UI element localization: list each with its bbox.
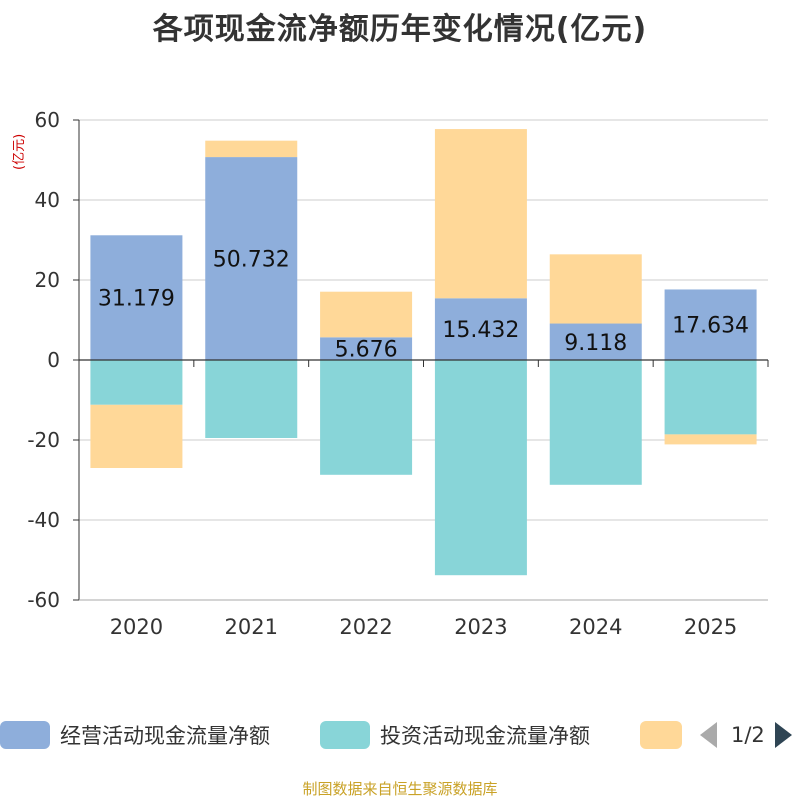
bar-chart: -60 -40 -20 0 20 40 60 2020 2021 2022 2023 2024 2025…: [27, 108, 769, 639]
x-tick-label-2025: 2025: [684, 615, 737, 639]
data-labels-group: 31.179 50.732 5.676 15.432 9.118 17.634: [98, 248, 749, 363]
data-label-2021: 50.732: [213, 248, 290, 273]
legend: 经营活动现金流量净额 投资活动现金流量净额 1/2: [0, 715, 800, 755]
bar-series1-2025: [664, 289, 757, 360]
x-tick-label-2024: 2024: [569, 615, 622, 639]
legend-swatch-investing: [320, 721, 370, 749]
legend-item-investing[interactable]: 投资活动现金流量净额: [320, 715, 590, 755]
y-tick-label: -40: [27, 508, 60, 532]
bar-series3-2025: [664, 434, 757, 445]
legend-next-icon[interactable]: [774, 722, 792, 748]
bar-series2-2023: [434, 360, 527, 576]
legend-item-operating[interactable]: 经营活动现金流量净额: [0, 715, 270, 755]
legend-swatch-financing: [640, 721, 682, 749]
chart-title: 各项现金流净额历年变化情况(亿元): [152, 12, 648, 47]
bar-series1-2024: [549, 323, 642, 360]
bar-series3-2024: [549, 254, 642, 324]
legend-pager: 1/2: [700, 715, 800, 755]
legend-page-indicator: 1/2: [731, 723, 765, 747]
bar-series1-2021: [205, 157, 298, 360]
y-tick-label: 40: [35, 188, 60, 212]
data-label-2025: 17.634: [672, 314, 749, 339]
x-tick-label-2020: 2020: [110, 615, 163, 639]
axes-group: -60 -40 -20 0 20 40 60 2020 2021 2022 2023 2024 2025: [27, 108, 769, 639]
x-tick-label-2022: 2022: [339, 615, 392, 639]
bar-series2-2020: [90, 360, 183, 405]
legend-item-financing[interactable]: [640, 715, 692, 755]
bar-series2-2024: [549, 360, 642, 485]
data-label-2022: 5.676: [335, 338, 398, 363]
bars-group: [90, 129, 757, 576]
y-tick-label: 20: [35, 268, 60, 292]
x-tick-label-2021: 2021: [225, 615, 278, 639]
bar-series3-2022: [320, 291, 413, 338]
bar-series3-2020: [90, 404, 183, 468]
bar-series1-2022: [320, 337, 413, 360]
y-tick-label: 0: [47, 348, 60, 372]
x-tick-label-2023: 2023: [454, 615, 507, 639]
data-label-2024: 9.118: [564, 331, 627, 356]
data-label-2023: 15.432: [442, 318, 519, 343]
bar-series3-2021: [205, 140, 298, 158]
bar-series2-2025: [664, 360, 757, 435]
data-source: 制图数据来自恒生聚源数据库: [302, 780, 498, 798]
legend-label-investing: 投资活动现金流量净额: [380, 724, 590, 748]
y-tick-label: -60: [27, 588, 60, 612]
data-label-2020: 31.179: [98, 287, 175, 312]
legend-label-operating: 经营活动现金流量净额: [60, 724, 270, 748]
bar-series3-2023: [434, 129, 527, 299]
bar-series2-2022: [320, 360, 413, 475]
bar-series1-2023: [434, 298, 527, 360]
legend-swatch-operating: [0, 721, 50, 749]
bar-series2-2021: [205, 360, 298, 438]
bar-series1-2020: [90, 235, 183, 360]
y-tick-label: 60: [35, 108, 60, 132]
y-tick-label: -20: [27, 428, 60, 452]
legend-prev-icon[interactable]: [700, 722, 717, 748]
